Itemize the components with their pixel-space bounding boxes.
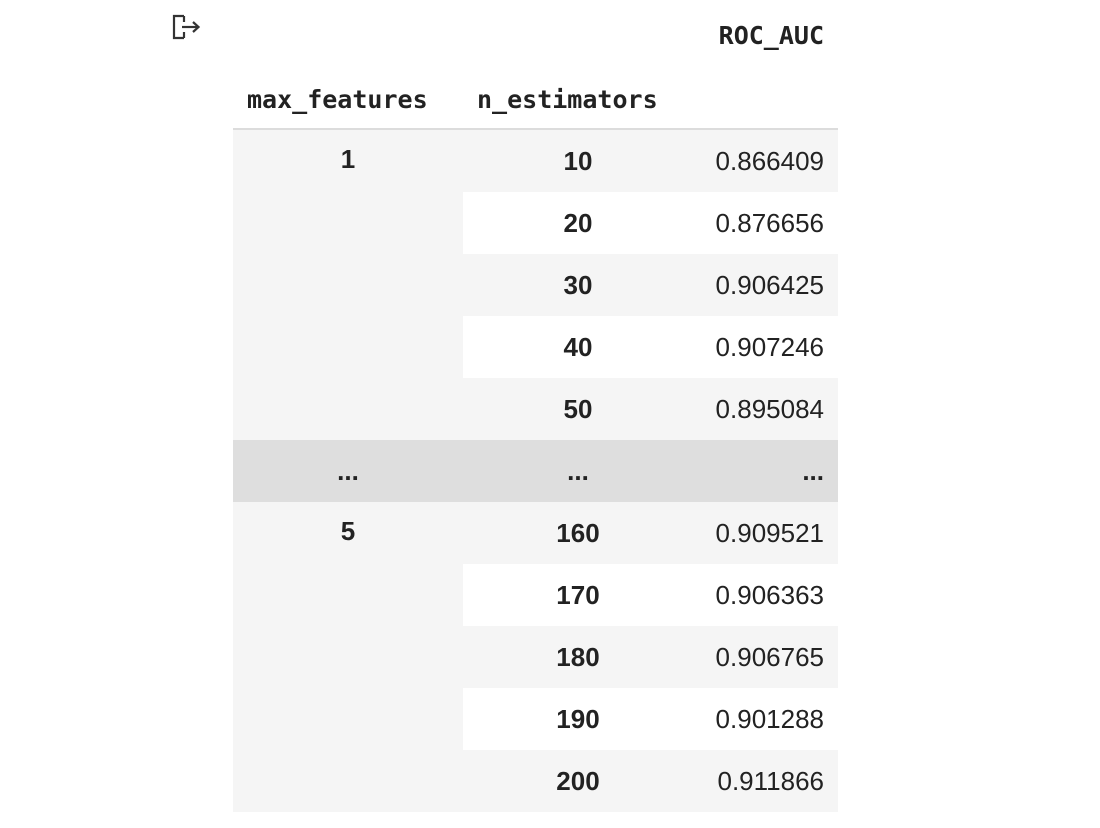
index-n-estimators: 190 [463, 688, 693, 750]
roc-auc-cell: 0.876656 [693, 192, 838, 254]
header-blank [233, 0, 463, 70]
table-row: 190 0.901288 [233, 688, 838, 750]
table-row: 200 0.911866 [233, 750, 838, 812]
table-row: 20 0.876656 [233, 192, 838, 254]
header-row-index-names: max_features n_estimators [233, 70, 838, 130]
index-n-estimators: 10 [463, 129, 693, 192]
ellipsis-row: ... ... ... [233, 440, 838, 502]
index-n-estimators: 180 [463, 626, 693, 688]
index-name-max-features: max_features [233, 70, 463, 130]
table-row: 1 10 0.866409 [233, 129, 838, 440]
table-row: 170 0.906363 [233, 564, 838, 626]
column-header-roc-auc: ROC_AUC [718, 20, 824, 50]
index-n-estimators: 30 [463, 254, 693, 316]
index-n-estimators: 200 [463, 750, 693, 812]
index-n-estimators: 20 [463, 192, 693, 254]
index-n-estimators: 40 [463, 316, 693, 378]
dataframe-table: ROC_AUC max_features n_estimators 1 10 0… [233, 0, 838, 812]
table-row: 180 0.906765 [233, 626, 838, 688]
table-row: 30 0.906425 [233, 254, 838, 316]
index-n-estimators: 160 [463, 502, 693, 564]
header-row-columns: ROC_AUC [233, 0, 838, 70]
output-redirect-icon[interactable] [170, 12, 204, 42]
ellipsis-n-estimators: ... [463, 440, 693, 502]
index-max-features: 5 [233, 502, 463, 812]
ellipsis-roc-auc: ... [693, 440, 838, 502]
index-max-features: 1 [233, 129, 463, 440]
roc-auc-cell: 0.906363 [693, 564, 838, 626]
roc-auc-cell: 0.906765 [693, 626, 838, 688]
table-row: 50 0.895084 [233, 378, 838, 440]
roc-auc-cell: 0.901288 [693, 688, 838, 750]
table-row: 40 0.907246 [233, 316, 838, 378]
ellipsis-max-features: ... [233, 440, 463, 502]
header-blank [693, 70, 838, 130]
roc-auc-cell: 0.909521 [693, 502, 838, 564]
roc-auc-cell: 0.866409 [693, 129, 838, 192]
roc-auc-cell: 0.911866 [693, 750, 838, 812]
header-blank [463, 0, 693, 70]
index-n-estimators: 170 [463, 564, 693, 626]
roc-auc-cell: 0.907246 [693, 316, 838, 378]
index-name-n-estimators: n_estimators [463, 70, 693, 130]
roc-auc-cell: 0.895084 [693, 378, 838, 440]
table-row: 5 160 0.909521 [233, 502, 838, 812]
roc-auc-cell: 0.906425 [693, 254, 838, 316]
index-n-estimators: 50 [463, 378, 693, 440]
